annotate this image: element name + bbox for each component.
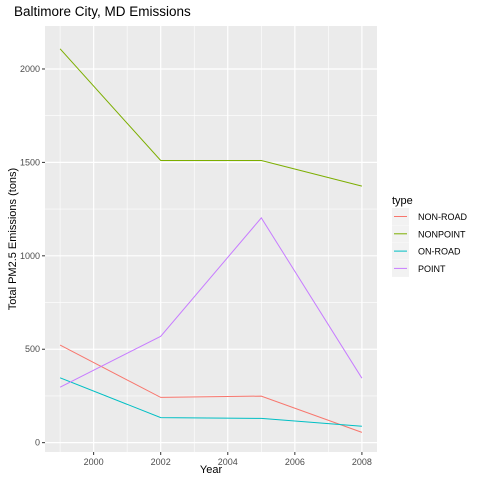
legend: type NON-ROAD NONPOINT ON-ROAD POINT <box>392 195 467 277</box>
series-lines <box>59 48 363 433</box>
series-line-nonpoint <box>59 48 363 187</box>
legend-label: NONPOINT <box>418 229 466 239</box>
y-tick-label: 1000 <box>20 251 40 261</box>
series-line-point <box>59 217 363 388</box>
legend-label: ON-ROAD <box>418 247 461 257</box>
x-tick-label: 2008 <box>352 457 372 467</box>
y-axis: 0 500 1000 1500 2000 <box>20 64 45 448</box>
legend-item-on-road: ON-ROAD <box>392 242 461 260</box>
chart-title: Baltimore City, MD Emissions <box>14 4 191 19</box>
major-gridlines <box>45 26 377 452</box>
y-tick-label: 2000 <box>20 64 40 74</box>
x-tick-label: 2004 <box>218 457 238 467</box>
y-tick-label: 500 <box>25 344 40 354</box>
legend-label: POINT <box>418 264 446 274</box>
legend-item-non-road: NON-ROAD <box>392 208 467 225</box>
y-tick-label: 1500 <box>20 157 40 167</box>
x-axis: 2000 2002 2004 2006 2008 <box>84 452 372 467</box>
plot-panel <box>45 26 377 452</box>
legend-title: type <box>392 195 413 207</box>
series-line-non-road <box>59 344 363 433</box>
legend-label: NON-ROAD <box>418 212 467 222</box>
x-axis-title: Year <box>200 464 223 476</box>
x-tick-label: 2006 <box>285 457 305 467</box>
series-line-on-road <box>59 377 362 427</box>
y-axis-title: Total PM2.5 Emissions (tons) <box>7 168 19 310</box>
legend-item-nonpoint: NONPOINT <box>392 225 466 243</box>
legend-item-point: POINT <box>392 259 446 277</box>
minor-gridlines <box>45 26 377 452</box>
x-tick-label: 2002 <box>151 457 171 467</box>
x-tick-label: 2000 <box>84 457 104 467</box>
y-tick-label: 0 <box>35 438 40 448</box>
